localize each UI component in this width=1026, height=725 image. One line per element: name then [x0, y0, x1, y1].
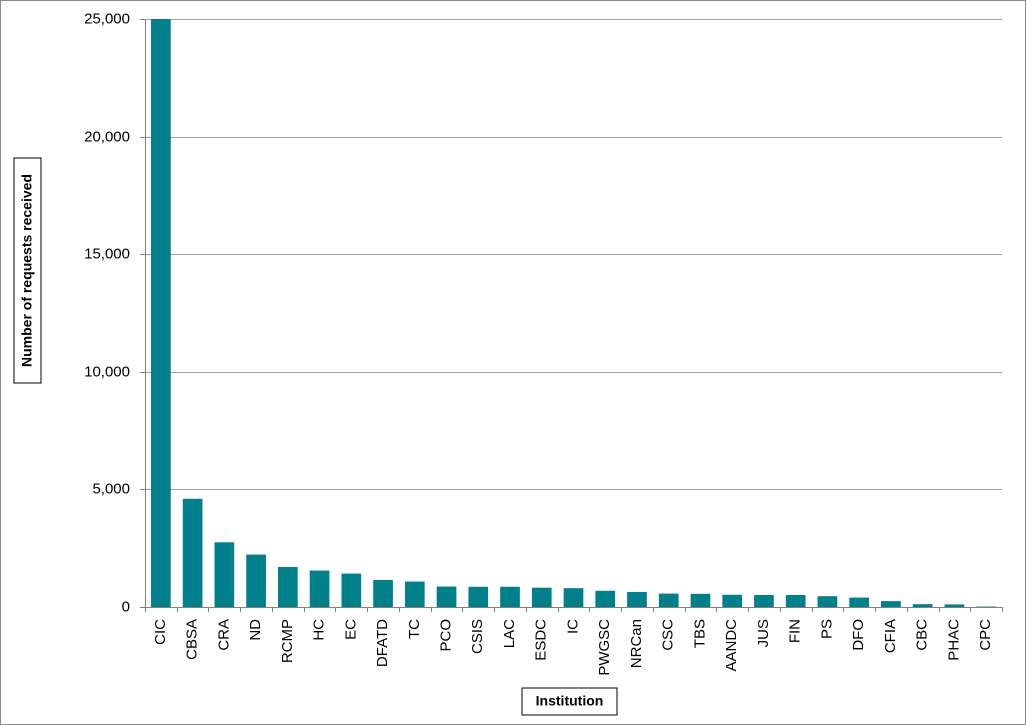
axes — [145, 19, 1003, 612]
x-tick-label: CRA — [215, 619, 232, 651]
x-tick-label: TC — [406, 619, 423, 639]
x-tick-label: LAC — [501, 619, 518, 648]
x-tick-label: DFO — [850, 619, 867, 651]
x-tick-label: FIN — [787, 619, 804, 643]
bar-ic — [563, 588, 584, 607]
gridlines — [140, 19, 1002, 608]
bar-nd — [246, 554, 266, 607]
bar-jus — [754, 595, 774, 607]
x-tick-label: JUS — [755, 619, 772, 647]
x-tick-label: PS — [818, 619, 835, 639]
x-tick-label: CPC — [977, 619, 994, 651]
bar-tbs — [690, 593, 711, 607]
y-tick-label: 15,000 — [84, 245, 130, 262]
x-tick-label: ND — [247, 619, 264, 641]
x-axis-title: Institution — [521, 687, 618, 716]
bar-cbc — [912, 604, 933, 607]
bar-rcmp — [277, 567, 298, 607]
bar-dfatd — [373, 579, 393, 607]
bar-csc — [658, 593, 679, 607]
bar-cra — [214, 542, 235, 607]
x-tick-label: PHAC — [945, 619, 962, 661]
x-tick-label: CSIS — [469, 619, 486, 654]
y-tick-label: 25,000 — [84, 10, 130, 27]
bar-tc — [404, 581, 425, 607]
bar-lac — [500, 586, 520, 607]
bar-csis — [468, 586, 489, 607]
bar-aandc — [722, 594, 743, 607]
bar-cic — [151, 19, 171, 607]
x-tick-label: PCO — [438, 619, 455, 652]
x-axis-title-box — [521, 687, 618, 716]
x-tick-label: AANDC — [723, 619, 740, 672]
y-axis-title-text: Number of requests received — [19, 174, 35, 367]
y-tick-label: 5,000 — [92, 480, 130, 497]
y-tick-label: 10,000 — [84, 363, 130, 380]
bar-phac — [944, 604, 965, 607]
x-tick-labels: CIC CBSA CRA ND RCMP HC EC DFATD TC PCO CSIS LAC ESD… — [152, 619, 994, 676]
x-tick-label: CIC — [152, 619, 169, 645]
bar-nrcan — [627, 591, 647, 607]
bar-pwgsc — [595, 590, 616, 607]
x-tick-label: TBS — [691, 619, 708, 648]
y-tick-label: 20,000 — [84, 128, 130, 145]
x-tick-label: ESDC — [533, 619, 550, 661]
x-tick-label: DFATD — [374, 619, 391, 667]
bar-cbsa — [182, 498, 203, 607]
y-tick-label: 0 — [122, 598, 130, 615]
x-tick-label: IC — [564, 619, 581, 634]
x-tick-label: PWGSC — [596, 619, 613, 676]
bars — [151, 19, 996, 607]
bar-fin — [785, 595, 806, 607]
bar-pco — [436, 586, 457, 607]
x-tick-label: CSC — [660, 619, 677, 651]
bar-esdc — [531, 587, 552, 607]
bar-dfo — [849, 597, 870, 607]
bar-ps — [817, 596, 838, 607]
y-axis-title-box — [13, 157, 42, 384]
x-tick-label: NRCan — [628, 619, 645, 668]
x-tick-label: HC — [311, 619, 328, 641]
x-axis-title-text: Institution — [536, 693, 604, 709]
x-tick-label: CBSA — [184, 619, 201, 660]
x-tick-label: CBC — [914, 619, 931, 651]
y-tick-labels: 0 5,000 10,000 15,000 20,000 25,000 — [84, 10, 130, 615]
x-tick-label: CFIA — [882, 619, 899, 653]
x-tick-label: RCMP — [279, 619, 296, 663]
x-tick-label: EC — [342, 619, 359, 640]
bar-cfia — [881, 601, 901, 607]
bar-hc — [309, 570, 330, 607]
y-axis-title: Number of requests received — [13, 157, 42, 384]
bar-ec — [341, 573, 362, 607]
